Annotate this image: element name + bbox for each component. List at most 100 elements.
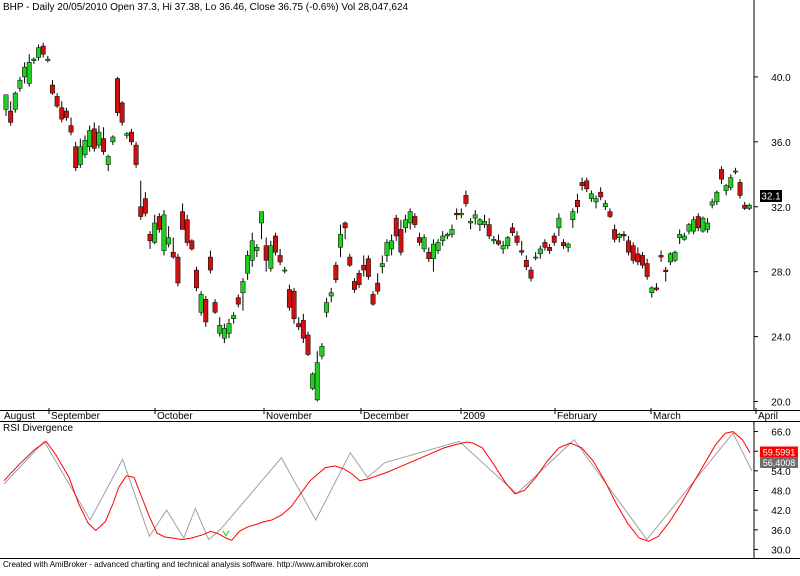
- rsi-pane: RSI Divergence 30.036.042.048.054.060.06…: [0, 421, 800, 559]
- candle: [700, 216, 706, 233]
- candle: [468, 218, 474, 230]
- candle: [119, 101, 125, 126]
- candle: [314, 351, 320, 402]
- candle: [305, 331, 311, 357]
- candle: [523, 255, 529, 271]
- candle: [259, 211, 264, 240]
- candle: [714, 190, 720, 206]
- candle: [63, 107, 69, 121]
- candle: [333, 261, 339, 284]
- candle: [115, 76, 120, 116]
- date-x-tick-label: February: [557, 411, 597, 422]
- footer-credit: Created with AmiBroker - advanced charti…: [3, 560, 369, 569]
- price-y-tick-label: 36.0: [771, 138, 791, 149]
- rsi-series: [3, 431, 753, 542]
- candle: [198, 291, 204, 316]
- rsi-y-tick-label: 42.0: [771, 506, 791, 517]
- candle: [101, 127, 107, 155]
- candle: [728, 174, 734, 191]
- last-price-badge: 32.1: [760, 190, 782, 203]
- candle: [398, 219, 404, 256]
- candle: [161, 210, 167, 256]
- candle: [142, 192, 148, 217]
- rsi-y-tick-label: 48.0: [771, 487, 791, 498]
- candle: [393, 214, 399, 241]
- candle: [128, 128, 134, 146]
- candle: [672, 250, 678, 262]
- candle: [723, 184, 729, 196]
- candle: [351, 278, 357, 293]
- candle: [375, 273, 381, 295]
- candle: [421, 234, 427, 253]
- candle: [505, 235, 511, 249]
- candle: [602, 200, 608, 210]
- date-x-tick-label: November: [266, 411, 313, 422]
- candle: [570, 208, 576, 228]
- candle: [556, 213, 562, 236]
- price-y-tick-label: 24.0: [771, 333, 791, 344]
- rsi-value-badge: 59.5991: [760, 446, 798, 458]
- candle: [310, 372, 316, 391]
- candle: [719, 166, 724, 185]
- candle: [658, 250, 664, 262]
- rsi-value-label: 59.5991: [763, 448, 796, 458]
- candle: [575, 193, 580, 214]
- candle: [207, 250, 213, 274]
- candle: [12, 91, 18, 113]
- candle: [537, 245, 543, 259]
- candle: [133, 141, 139, 168]
- candle: [82, 135, 88, 159]
- candle: [54, 93, 60, 108]
- candle: [482, 214, 487, 228]
- candle: [430, 239, 436, 272]
- candle: [166, 226, 172, 248]
- rsi-y-tick-label: 30.0: [771, 545, 791, 556]
- candle: [533, 252, 539, 261]
- rsi-value-label: 56.4008: [763, 458, 796, 468]
- candle: [328, 287, 334, 303]
- candle: [268, 240, 274, 272]
- candle: [77, 138, 83, 168]
- candle: [31, 57, 37, 64]
- candle: [653, 283, 659, 292]
- candle: [379, 255, 385, 274]
- candle: [319, 343, 325, 360]
- candle: [347, 253, 353, 267]
- candle: [588, 190, 594, 202]
- rsi-y-tick-label: 54.0: [771, 467, 791, 478]
- candle: [449, 224, 455, 238]
- candle: [254, 244, 260, 258]
- candle: [45, 55, 51, 63]
- rsi-y-tick-label: 66.0: [771, 428, 791, 439]
- date-x-tick-label: 2009: [463, 411, 486, 422]
- candle: [593, 195, 599, 209]
- candle: [412, 213, 418, 228]
- candle: [194, 266, 199, 292]
- candle: [737, 179, 743, 199]
- candle: [458, 208, 464, 219]
- candle: [189, 239, 195, 251]
- candle: [607, 208, 613, 219]
- rsi-y-tick-label: 36.0: [771, 526, 791, 537]
- price-y-tick-label: 40.0: [771, 73, 791, 84]
- candle: [528, 266, 534, 282]
- candle: [644, 258, 650, 280]
- price-pane: 20.0 24.0 28.0 32.0 36.0 40.0 August September…: [0, 0, 800, 422]
- candle: [649, 286, 655, 298]
- candle: [551, 232, 557, 246]
- date-x-tick-label: December: [363, 411, 410, 422]
- candle: [663, 266, 669, 282]
- candle: [565, 242, 571, 253]
- candle: [17, 76, 23, 92]
- candle: [282, 266, 288, 274]
- candle: [370, 291, 376, 306]
- candle: [8, 101, 14, 126]
- candle: [110, 135, 116, 146]
- price-proxy-line: [3, 432, 753, 541]
- candle: [324, 297, 330, 318]
- candle: [50, 80, 55, 95]
- date-x-tick-label: October: [157, 411, 193, 422]
